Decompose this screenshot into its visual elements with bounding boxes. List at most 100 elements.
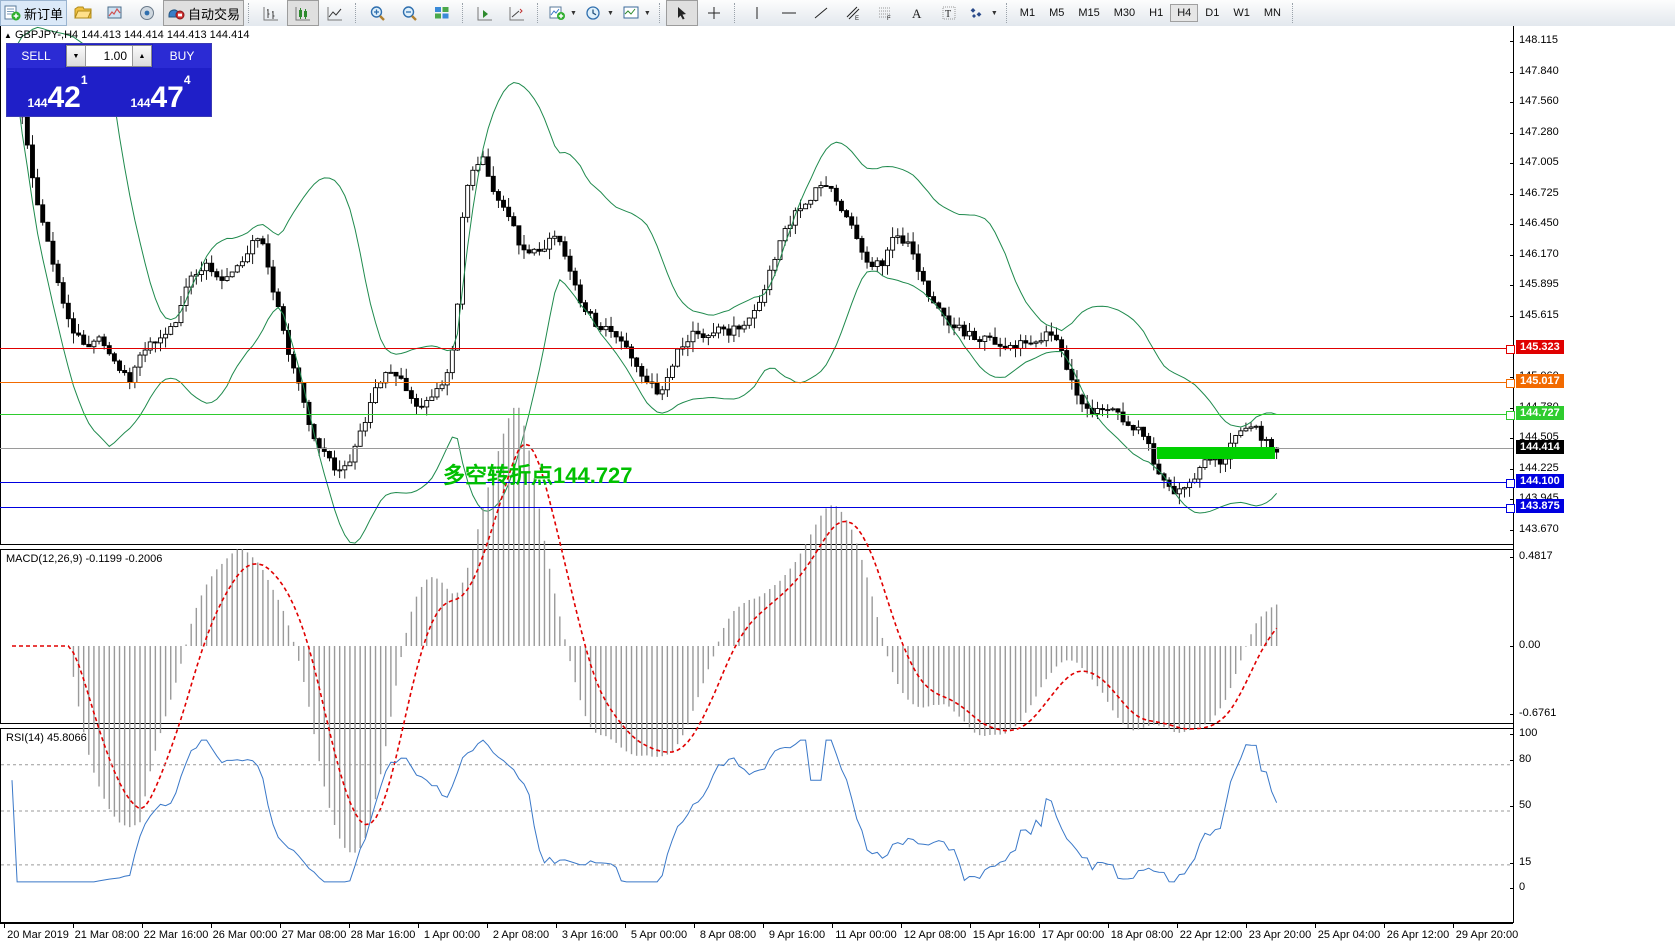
equidistant-channel-button[interactable]: E xyxy=(837,0,869,26)
volume-stepper-up-icon[interactable]: ▲ xyxy=(132,46,151,66)
autotrade-label: 自动交易 xyxy=(188,6,241,22)
bar-chart-button[interactable] xyxy=(255,0,287,26)
chevron-down-icon-2[interactable]: ▼ xyxy=(606,9,614,17)
one-click-trading-panel[interactable]: SELL ▼ 1.00 ▲ BUY 144 42 1 144 47 4 xyxy=(6,43,212,117)
line-chart-button[interactable] xyxy=(319,0,351,26)
chart-window[interactable]: MACD(12,26,9) -0.1199 -0.2006 RSI(14) 45… xyxy=(0,26,1675,950)
time-grip xyxy=(970,923,971,928)
volume-input[interactable]: ▼ 1.00 ▲ xyxy=(66,45,152,67)
horizontal-line[interactable] xyxy=(0,381,1513,383)
timeframe-m1[interactable]: M1 xyxy=(1019,7,1036,19)
macd-pane[interactable]: MACD(12,26,9) -0.1199 -0.2006 xyxy=(0,549,1513,724)
chart-annotation-text[interactable]: 多空转折点144.727 xyxy=(443,463,633,488)
time-grip xyxy=(901,923,902,928)
timeframe-m15[interactable]: M15 xyxy=(1078,7,1100,19)
toolbar-separator-4 xyxy=(537,3,540,23)
indicator-add-icon xyxy=(549,6,566,20)
green-rectangle-object[interactable] xyxy=(1157,447,1275,459)
price-level-badge[interactable]: 145.017 xyxy=(1516,373,1564,388)
horizontal-line-handle[interactable] xyxy=(1506,504,1515,514)
text-icon: A xyxy=(912,6,922,21)
horizontal-line[interactable] xyxy=(0,507,1513,509)
channel-icon: E xyxy=(846,6,860,21)
templates-button[interactable]: ▼ xyxy=(618,0,655,26)
chart-plot-area[interactable]: MACD(12,26,9) -0.1199 -0.2006 RSI(14) 45… xyxy=(0,26,1515,923)
chevron-down-icon-4[interactable]: ▼ xyxy=(990,9,998,17)
time-scale[interactable]: 20 Mar 2019 21 Mar 08:00 22 Mar 16:00 26 Ma… xyxy=(0,923,1518,950)
timeframe-mn[interactable]: MN xyxy=(1263,7,1281,19)
horizontal-line-handle[interactable] xyxy=(1506,479,1515,489)
auto-scroll-button[interactable] xyxy=(469,0,501,26)
chart-graphics xyxy=(1,26,1512,883)
grid-icon xyxy=(435,7,449,19)
time-grip xyxy=(556,923,557,928)
cursor-tool-button[interactable] xyxy=(665,0,698,26)
price-level-badge[interactable]: 145.323 xyxy=(1516,340,1564,355)
time-label: 25 Apr 04:00 xyxy=(1317,929,1381,941)
horizontal-line-handle[interactable] xyxy=(1506,345,1515,355)
time-grip xyxy=(1039,923,1040,928)
price-level-badge[interactable]: 144.100 xyxy=(1516,474,1564,489)
price-scale[interactable]: 148.115 147.840 147.560 147.280 147.005 146.7… xyxy=(1510,26,1675,923)
zoom-in-button[interactable] xyxy=(362,0,394,26)
horizontal-line-handle[interactable] xyxy=(1506,378,1515,388)
horizontal-line[interactable] xyxy=(0,447,1513,449)
sell-price[interactable]: 144 42 1 xyxy=(7,68,108,114)
horizontal-line-handle[interactable] xyxy=(1506,410,1515,420)
timeframe-m5[interactable]: M5 xyxy=(1049,7,1065,19)
add-indicator-button[interactable]: ▼ xyxy=(544,0,581,26)
autotrade-button[interactable]: 自动交易 xyxy=(163,0,245,26)
shapes-button[interactable]: ▼ xyxy=(965,0,1002,26)
data-window-button[interactable] xyxy=(131,0,163,26)
horizontal-line[interactable] xyxy=(0,413,1513,415)
timeframe-d1[interactable]: D1 xyxy=(1205,7,1220,19)
time-grip xyxy=(1108,923,1109,928)
horizontal-line[interactable] xyxy=(0,482,1513,484)
price-level-badge[interactable]: 144.727 xyxy=(1516,405,1564,420)
volume-dropdown-icon[interactable]: ▼ xyxy=(67,46,86,66)
tile-windows-button[interactable] xyxy=(426,0,458,26)
time-label: 22 Apr 12:00 xyxy=(1179,929,1243,941)
horizontal-line[interactable] xyxy=(0,348,1513,350)
timeframe-h1[interactable]: H1 xyxy=(1149,7,1164,19)
text-tool-button[interactable]: A xyxy=(901,0,933,26)
chart-shift-button[interactable] xyxy=(501,0,533,26)
last-price-badge[interactable]: 144.414 xyxy=(1516,439,1564,454)
time-label: 26 Apr 12:00 xyxy=(1386,929,1450,941)
period-button[interactable]: ▼ xyxy=(581,0,618,26)
candlestick-chart-button[interactable] xyxy=(287,0,320,26)
buy-button[interactable]: BUY xyxy=(153,44,211,68)
collapse-triangle-icon[interactable]: ▲ xyxy=(4,31,12,40)
trendline-button[interactable] xyxy=(805,0,837,26)
timeframe-m30[interactable]: M30 xyxy=(1113,7,1136,19)
profiles-button[interactable] xyxy=(67,0,99,26)
timeframe-h4[interactable]: H4 xyxy=(1170,4,1199,22)
zoom-out-button[interactable] xyxy=(394,0,426,26)
one-click-prices-row: 144 42 1 144 47 4 xyxy=(7,68,211,114)
volume-value[interactable]: 1.00 xyxy=(103,49,127,63)
price-level-badge[interactable]: 143.875 xyxy=(1516,499,1564,514)
time-grip xyxy=(487,923,488,928)
symbol-header-text: GBPJPY-,H4 144.413 144.414 144.413 144.4… xyxy=(14,29,250,41)
horizontal-line-button[interactable] xyxy=(773,0,805,26)
market-watch-button[interactable] xyxy=(99,0,131,26)
chevron-down-icon[interactable]: ▼ xyxy=(570,9,577,17)
toolbar-separator-8 xyxy=(1291,3,1295,23)
sell-button[interactable]: SELL xyxy=(7,44,65,68)
text-label-button[interactable]: T xyxy=(933,0,965,26)
time-label: 3 Apr 16:00 xyxy=(561,929,619,941)
time-label: 2 Apr 08:00 xyxy=(492,929,550,941)
buy-price[interactable]: 144 47 4 xyxy=(110,68,211,114)
time-label: 11 Apr 00:00 xyxy=(835,929,897,941)
arrow-cursor-icon xyxy=(677,7,686,20)
svg-text:F: F xyxy=(887,16,891,21)
crosshair-tool-button[interactable] xyxy=(698,0,730,26)
vertical-line-button[interactable] xyxy=(741,0,773,26)
rsi-pane[interactable]: RSI(14) 45.8066 xyxy=(0,728,1513,923)
price-pane[interactable] xyxy=(0,26,1513,545)
chevron-down-icon-3[interactable]: ▼ xyxy=(643,9,651,17)
new-order-button[interactable]: 新订单 xyxy=(0,0,68,26)
time-grip xyxy=(1384,923,1385,928)
timeframe-w1[interactable]: W1 xyxy=(1233,7,1250,19)
fibonacci-button[interactable]: F xyxy=(869,0,901,26)
